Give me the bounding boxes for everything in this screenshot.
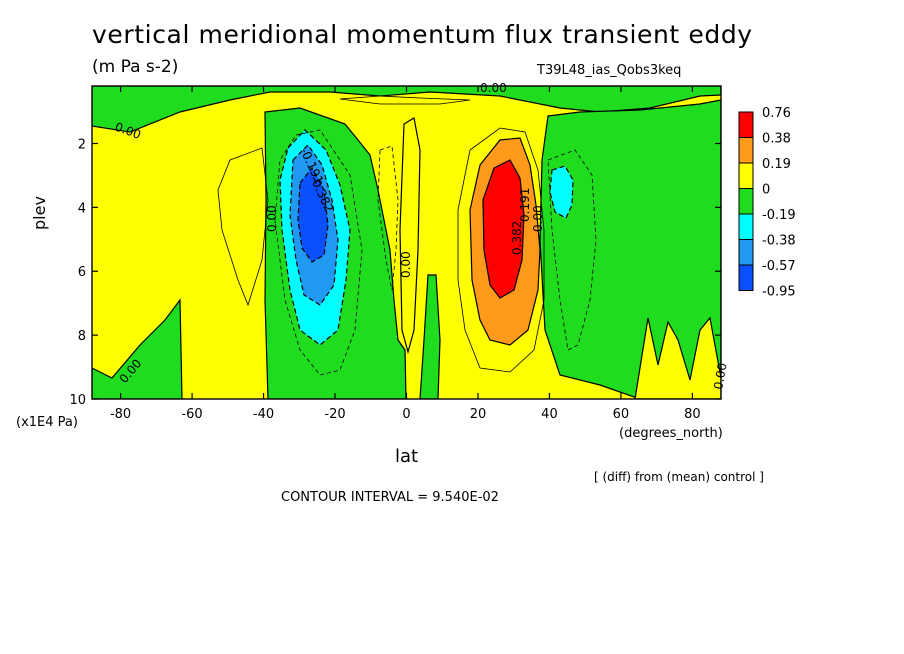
colorbar-swatch	[738, 162, 754, 189]
north-polar-positive	[634, 316, 721, 399]
colorbar-swatch	[738, 188, 754, 215]
region-south-minus-095	[297, 166, 329, 263]
x-tick-label: 20	[470, 407, 487, 422]
x-axis-label: lat	[395, 446, 419, 467]
equatorial-negative-strip	[419, 274, 441, 399]
colorbar-level-label: 0.76	[762, 106, 791, 121]
colorbar-swatch	[738, 111, 754, 138]
colorbar-swatch	[738, 213, 754, 240]
x-tick-label: 0	[402, 407, 410, 422]
contour-label: 0.00	[711, 362, 729, 391]
contour-south-outer-positive	[217, 147, 269, 307]
y-tick-label: 8	[78, 329, 86, 344]
axis-ticks: -80 -60 -40 -20 0 20 40 60 80 2 4 6 8 10	[69, 86, 721, 422]
x-tick-label: 60	[613, 407, 630, 422]
region-upper-negative	[92, 86, 721, 133]
contour-label: 0.00	[265, 205, 279, 232]
contour-label: 0.00	[480, 81, 507, 95]
colorbar-swatch	[738, 239, 754, 266]
x-tick-label: -80	[110, 407, 131, 422]
region-north-plus-076	[482, 159, 525, 299]
chart-title: vertical meridional momentum flux transi…	[92, 20, 753, 49]
colorbar-level-label: -0.19	[762, 208, 796, 223]
colorbar-level-label: 0.38	[762, 132, 791, 147]
region-north-negative	[539, 99, 721, 399]
x-tick-label: -60	[181, 407, 202, 422]
contour-label: 0.00	[399, 251, 413, 278]
colorbar-level-label: 0.19	[762, 157, 791, 172]
contour-label: 0.382	[510, 221, 524, 255]
x-tick-label: 80	[684, 407, 701, 422]
colorbar-level-label: -0.95	[762, 285, 796, 300]
region-south-polar-negative	[92, 298, 183, 399]
x-tick-label: -40	[253, 407, 274, 422]
x-axis-unit: (degrees_north)	[619, 426, 723, 441]
contour-label: 0.191	[518, 188, 532, 222]
colorbar-level-label: 0	[762, 183, 770, 198]
x-tick-label: 40	[541, 407, 558, 422]
colorbar-level-label: -0.38	[762, 234, 796, 249]
y-tick-label: 10	[69, 393, 86, 408]
colorbar: 0.76 0.38 0.19 0 -0.19 -0.38 -0.57 -0.95	[738, 106, 796, 300]
units-label: (m Pa s-2)	[92, 57, 179, 77]
y-tick-label: 6	[78, 265, 86, 280]
colorbar-level-label: -0.57	[762, 259, 796, 274]
y-tick-label: 2	[78, 137, 86, 152]
region-north-minus-038	[549, 165, 574, 219]
contour-field	[92, 86, 721, 399]
contour-south-outer-negative	[274, 129, 363, 376]
contour-label: 0.00	[531, 205, 545, 232]
colorbar-swatch	[738, 137, 754, 164]
y-tick-label: 4	[78, 201, 86, 216]
diff-note: [ (diff) from (mean) control ]	[594, 470, 764, 484]
upper-positive-pocket	[339, 95, 471, 105]
colorbar-swatch	[738, 264, 754, 291]
contour-interval: CONTOUR INTERVAL = 9.540E-02	[281, 490, 499, 505]
contour-north-outer-positive	[457, 127, 545, 373]
x-tick-label: -20	[324, 407, 345, 422]
y-axis-unit: (x1E4 Pa)	[16, 415, 78, 430]
equatorial-positive-strip	[399, 117, 421, 355]
contour-equatorial-dashed	[377, 145, 399, 291]
run-label: T39L48_ias_Qobs3keq	[537, 63, 682, 78]
contour-north-outer-negative	[547, 149, 597, 351]
